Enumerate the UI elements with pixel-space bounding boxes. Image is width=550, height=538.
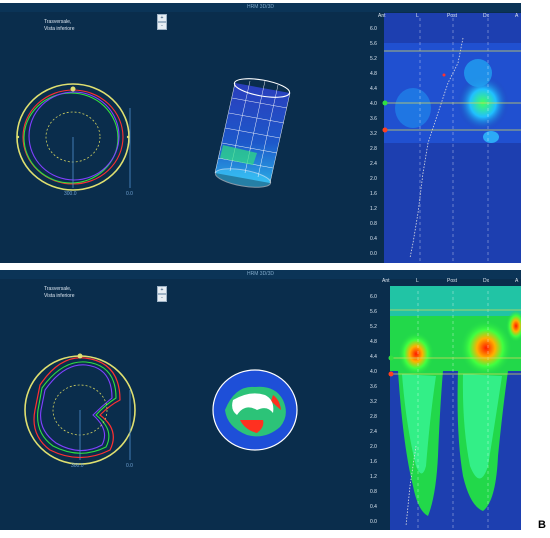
y-tick: 0.0 xyxy=(370,519,377,525)
view-label: Trasversale, Vista inferiore xyxy=(44,286,74,300)
ring-3d-view xyxy=(212,369,298,451)
y-tick: 0.4 xyxy=(370,236,377,242)
figure-panel-label: B xyxy=(538,519,546,531)
y-tick: 1.6 xyxy=(370,459,377,465)
y-tick: 3.2 xyxy=(370,399,377,405)
cylinder-3d-view xyxy=(214,78,291,188)
view-label-line-2: Vista inferiore xyxy=(44,293,75,299)
y-tick: 2.0 xyxy=(370,444,377,450)
window-title: HRM 3D/3D xyxy=(247,4,274,10)
y-tick: 4.8 xyxy=(370,339,377,345)
marker-dot[interactable] xyxy=(382,127,388,133)
y-tick: 4.4 xyxy=(370,354,377,360)
y-tick: 2.0 xyxy=(370,176,377,182)
y-tick: 0.8 xyxy=(370,489,377,495)
marker-dot[interactable] xyxy=(382,100,388,106)
column-header-l: L xyxy=(416,13,419,19)
column-header-ant: Ant xyxy=(378,13,386,19)
y-tick: 5.6 xyxy=(370,41,377,47)
zoom-out-button[interactable]: - xyxy=(157,294,167,302)
y-tick: 5.2 xyxy=(370,324,377,330)
marker-dot[interactable] xyxy=(388,355,394,361)
y-tick: 3.2 xyxy=(370,131,377,137)
marker-dot[interactable] xyxy=(70,86,76,92)
cross-section-plot xyxy=(24,353,136,465)
y-tick: 5.6 xyxy=(370,309,377,315)
y-tick: 4.0 xyxy=(370,101,377,107)
scale-left-label: 300.0 xyxy=(71,463,84,469)
cross-section-plot xyxy=(16,83,131,191)
view-label-line-2: Vista inferiore xyxy=(44,26,75,32)
scale-right-label: 0.0 xyxy=(126,463,133,469)
window-title: HRM 3D/3D xyxy=(247,271,274,277)
view-label: Trasversale, Vista inferiore xyxy=(44,19,74,33)
pressure-topography-plot: Ant L Post Dx A 6.0 5.6 5.2 4.8 4.4 4.0 … xyxy=(358,13,521,263)
y-tick: 6.0 xyxy=(370,26,377,32)
y-tick: 1.6 xyxy=(370,191,377,197)
y-tick: 2.4 xyxy=(370,161,377,167)
column-header-dx: Dx xyxy=(483,278,490,284)
y-tick: 4.0 xyxy=(370,369,377,375)
y-tick: 5.2 xyxy=(370,56,377,62)
y-tick: 2.4 xyxy=(370,429,377,435)
column-header-post: Post xyxy=(447,13,458,19)
view-label-line-1: Trasversale, xyxy=(44,19,72,25)
column-header-ant: Ant xyxy=(382,278,390,284)
y-tick: 2.8 xyxy=(370,414,377,420)
pressure-topography-plot: Ant L Post Dx A 6.0 5.6 5.2 4.8 4.4 4.0 … xyxy=(358,278,521,530)
column-header-dx: Dx xyxy=(483,13,490,19)
y-tick: 2.8 xyxy=(370,146,377,152)
y-tick: 6.0 xyxy=(370,294,377,300)
window-titlebar: HRM 3D/3D xyxy=(0,3,521,12)
y-tick: 0.0 xyxy=(370,251,377,257)
marker-dot[interactable] xyxy=(77,353,83,359)
y-tick: 4.4 xyxy=(370,86,377,92)
manometry-panel-a: HRM 3D/3D Trasversale, Vista inferiore +… xyxy=(0,3,521,263)
column-header-l: L xyxy=(416,278,419,284)
column-header-a: A xyxy=(515,278,519,284)
zoom-in-button[interactable]: + xyxy=(157,286,167,294)
y-tick: 0.4 xyxy=(370,504,377,510)
y-tick: 0.8 xyxy=(370,221,377,227)
window-titlebar: HRM 3D/3D xyxy=(0,270,521,279)
y-tick: 1.2 xyxy=(370,206,377,212)
column-header-a: A xyxy=(515,13,519,19)
zoom-out-button[interactable]: - xyxy=(157,22,167,30)
column-header-post: Post xyxy=(447,278,458,284)
zoom-in-button[interactable]: + xyxy=(157,14,167,22)
scale-left-label: 300.0 xyxy=(64,191,77,197)
y-tick: 4.8 xyxy=(370,71,377,77)
view-label-line-1: Trasversale, xyxy=(44,286,72,292)
scale-right-label: 0.0 xyxy=(126,191,133,197)
y-tick: 1.2 xyxy=(370,474,377,480)
y-tick: 3.6 xyxy=(370,384,377,390)
manometry-panel-b: HRM 3D/3D Trasversale, Vista inferiore +… xyxy=(0,270,521,530)
y-tick: 3.6 xyxy=(370,116,377,122)
marker-dot[interactable] xyxy=(388,371,394,377)
